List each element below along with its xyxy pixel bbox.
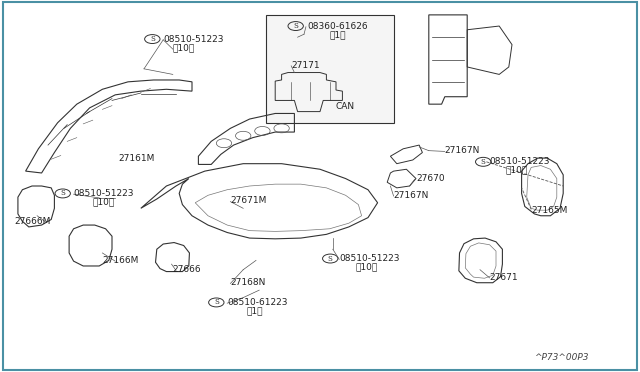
Text: ＜1＞: ＜1＞ xyxy=(246,306,263,315)
Text: 27166M: 27166M xyxy=(102,256,139,265)
Text: 27167N: 27167N xyxy=(445,146,480,155)
Text: ＜10＞: ＜10＞ xyxy=(93,197,115,206)
Text: 08510-51223: 08510-51223 xyxy=(490,157,550,166)
Text: 27167N: 27167N xyxy=(394,191,429,200)
Text: 27670: 27670 xyxy=(416,174,445,183)
Text: S: S xyxy=(60,189,65,198)
FancyBboxPatch shape xyxy=(266,15,394,123)
Text: 27671: 27671 xyxy=(490,273,518,282)
Text: 27168N: 27168N xyxy=(230,278,266,287)
Text: 27161M: 27161M xyxy=(118,154,155,163)
Text: 27171: 27171 xyxy=(291,61,320,70)
Text: ＜10＞: ＜10＞ xyxy=(506,166,528,174)
Text: 27666M: 27666M xyxy=(14,217,51,226)
Text: ＜10＞: ＜10＞ xyxy=(173,43,195,52)
Text: 27165M: 27165M xyxy=(531,206,568,215)
Text: S: S xyxy=(293,22,298,30)
Text: ＜10＞: ＜10＞ xyxy=(355,262,378,271)
Text: S: S xyxy=(481,158,486,166)
Text: CAN: CAN xyxy=(336,102,355,110)
Text: ＜1＞: ＜1＞ xyxy=(330,30,346,39)
Text: 08510-51223: 08510-51223 xyxy=(74,189,134,198)
Text: S: S xyxy=(150,35,155,43)
Text: 08360-61626: 08360-61626 xyxy=(307,22,368,31)
Text: S: S xyxy=(328,254,333,263)
Text: ^P73^00P3: ^P73^00P3 xyxy=(534,353,589,362)
Text: S: S xyxy=(214,298,219,307)
Text: 08510-51223: 08510-51223 xyxy=(163,35,224,44)
Text: 27671M: 27671M xyxy=(230,196,267,205)
Text: 08510-51223: 08510-51223 xyxy=(339,254,400,263)
Text: 08510-61223: 08510-61223 xyxy=(227,298,288,307)
Text: 27666: 27666 xyxy=(173,265,202,274)
